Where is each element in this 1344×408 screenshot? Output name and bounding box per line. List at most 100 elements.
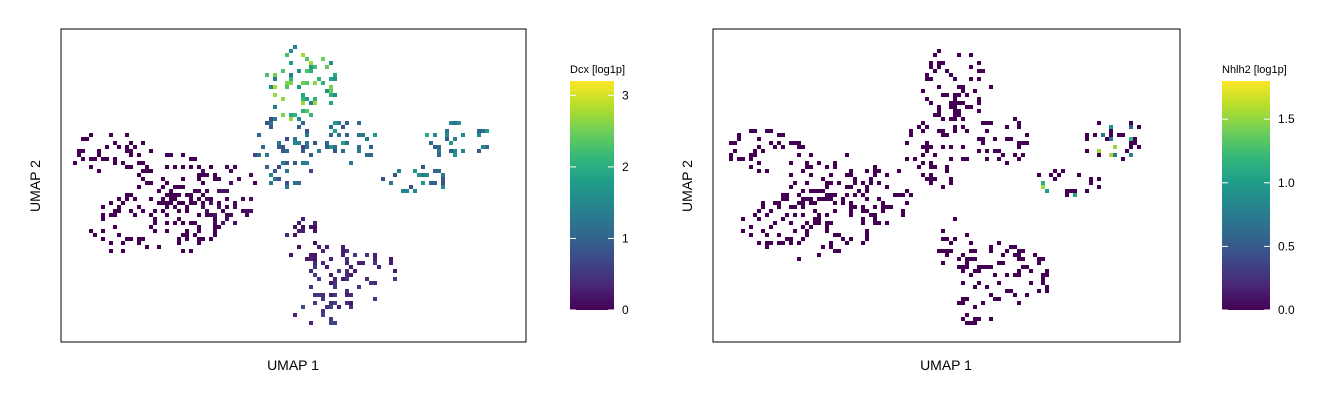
umap-point: [333, 285, 337, 289]
umap-point: [217, 201, 221, 205]
umap-point: [149, 181, 153, 185]
umap-point: [201, 237, 205, 241]
umap-point: [129, 165, 133, 169]
umap-point: [289, 253, 293, 257]
umap-point: [141, 237, 145, 241]
umap-point: [329, 301, 333, 305]
umap-point: [393, 277, 397, 281]
x-axis-label-dcx: UMAP 1: [267, 357, 319, 373]
umap-point: [145, 245, 149, 249]
umap-point: [185, 229, 189, 233]
umap-point: [873, 169, 877, 173]
umap-point: [129, 141, 133, 145]
umap-point: [393, 173, 397, 177]
umap-point: [281, 149, 285, 153]
umap-point: [753, 153, 757, 157]
umap-point: [849, 201, 853, 205]
umap-point: [989, 265, 993, 269]
umap-point: [361, 133, 365, 137]
umap-point: [813, 209, 817, 213]
umap-point: [989, 249, 993, 253]
umap-point: [297, 117, 301, 121]
umap-point: [969, 321, 973, 325]
umap-point: [113, 161, 117, 165]
umap-point: [97, 169, 101, 173]
umap-point: [213, 173, 217, 177]
umap-point: [1129, 125, 1133, 129]
umap-point: [985, 129, 989, 133]
umap-point: [761, 205, 765, 209]
umap-point: [429, 181, 433, 185]
umap-point: [965, 157, 969, 161]
umap-point: [901, 193, 905, 197]
umap-point: [293, 313, 297, 317]
umap-point: [193, 157, 197, 161]
umap-point: [1017, 249, 1021, 253]
umap-points-dcx: [73, 45, 489, 325]
umap-point: [97, 149, 101, 153]
umap-point: [865, 209, 869, 213]
umap-point: [325, 89, 329, 93]
umap-point: [1005, 289, 1009, 293]
umap-point: [313, 141, 317, 145]
umap-point: [989, 293, 993, 297]
umap-point: [305, 81, 309, 85]
umap-point: [89, 165, 93, 169]
umap-point: [285, 137, 289, 141]
umap-point: [109, 201, 113, 205]
umap-point: [225, 217, 229, 221]
umap-point: [305, 57, 309, 61]
umap-point: [969, 53, 973, 57]
umap-point: [445, 137, 449, 141]
umap-point: [101, 217, 105, 221]
umap-point: [757, 161, 761, 165]
umap-point: [113, 213, 117, 217]
umap-point: [205, 209, 209, 213]
umap-point: [993, 137, 997, 141]
umap-point: [997, 297, 1001, 301]
umap-point: [945, 253, 949, 257]
umap-point: [285, 233, 289, 237]
umap-point: [937, 105, 941, 109]
umap-point: [269, 117, 273, 121]
umap-point: [825, 229, 829, 233]
umap-point: [1017, 145, 1021, 149]
umap-point: [169, 197, 173, 201]
umap-point: [161, 197, 165, 201]
umap-point: [1097, 185, 1101, 189]
umap-point: [961, 253, 965, 257]
umap-point: [133, 145, 137, 149]
umap-point: [749, 129, 753, 133]
umap-point: [749, 225, 753, 229]
umap-point: [397, 169, 401, 173]
umap-point: [1049, 173, 1053, 177]
umap-point: [909, 133, 913, 137]
umap-point: [117, 145, 121, 149]
umap-point: [101, 157, 105, 161]
umap-point: [109, 249, 113, 253]
umap-point: [793, 141, 797, 145]
umap-point: [113, 141, 117, 145]
umap-point: [345, 141, 349, 145]
umap-point: [929, 101, 933, 105]
umap-point: [1097, 121, 1101, 125]
umap-point: [301, 225, 305, 229]
umap-point: [1137, 125, 1141, 129]
umap-point: [329, 317, 333, 321]
umap-point: [161, 209, 165, 213]
umap-point: [813, 201, 817, 205]
umap-point: [177, 185, 181, 189]
umap-point: [289, 117, 293, 121]
umap-point: [189, 249, 193, 253]
umap-point: [317, 277, 321, 281]
umap-point: [889, 205, 893, 209]
umap-point: [933, 177, 937, 181]
umap-point: [1129, 121, 1133, 125]
umap-point: [233, 201, 237, 205]
umap-point: [137, 185, 141, 189]
umap-point: [785, 197, 789, 201]
umap-point: [313, 257, 317, 261]
umap-point: [969, 273, 973, 277]
umap-point: [733, 141, 737, 145]
umap-point: [781, 145, 785, 149]
